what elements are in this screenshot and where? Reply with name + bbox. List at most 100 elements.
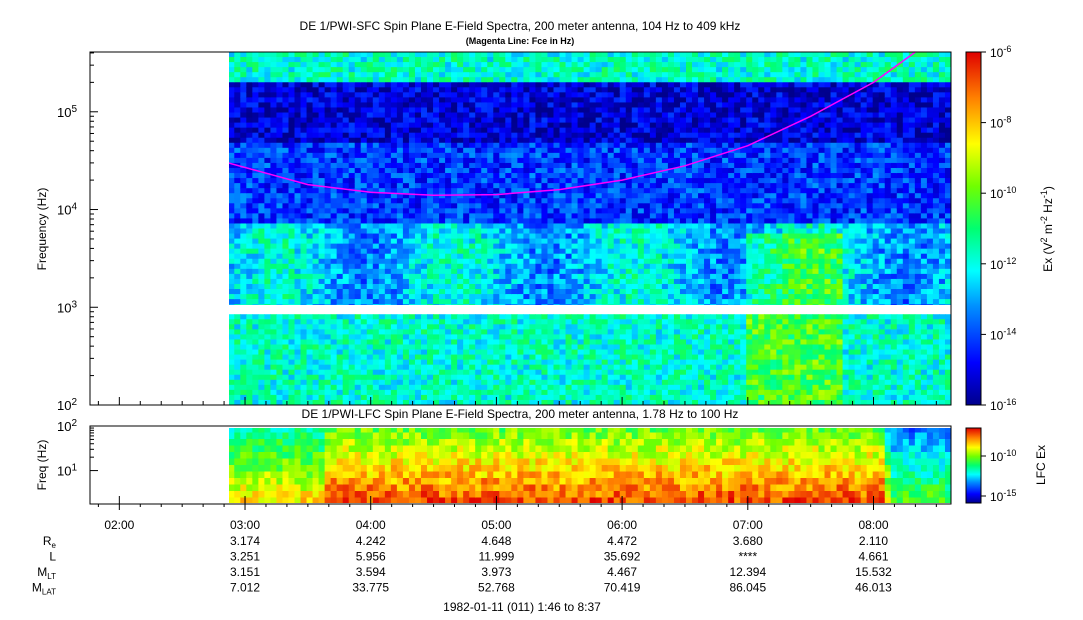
sfc-cell: [300, 193, 308, 199]
sfc-cell: [655, 152, 663, 159]
sfc-cell: [589, 97, 597, 104]
sfc-cell: [390, 278, 398, 285]
sfc-cell: [300, 253, 308, 260]
sfc-cell: [547, 72, 555, 78]
sfc-cell: [258, 127, 265, 134]
sfc-cell: [270, 193, 278, 199]
sfc-cell: [384, 344, 392, 351]
sfc-cell: [336, 334, 344, 341]
sfc-cell: [420, 299, 428, 305]
sfc-cell: [330, 389, 338, 396]
sfc-cell: [390, 152, 398, 159]
sfc-cell: [427, 369, 434, 376]
sfc-cell: [288, 72, 296, 78]
sfc-cell: [469, 173, 476, 179]
sfc-cell: [601, 92, 609, 98]
sfc-cell: [330, 62, 338, 68]
sfc-cell: [625, 233, 633, 240]
sfc-cell: [246, 384, 253, 391]
sfc-cell: [390, 364, 398, 371]
sfc-cell: [493, 183, 500, 189]
sfc-cell: [336, 92, 344, 98]
sfc-cell: [420, 289, 428, 295]
sfc-cell: [300, 268, 308, 275]
sfc-cell: [619, 92, 627, 98]
sfc-cell: [529, 117, 537, 124]
sfc-cell: [414, 268, 422, 275]
sfc-cell: [493, 52, 500, 58]
sfc-cell: [505, 208, 512, 214]
sfc-cell: [625, 253, 633, 260]
sfc-cell: [619, 173, 627, 179]
sfc-cell: [481, 137, 488, 144]
sfc-cell: [529, 399, 537, 405]
sfc-cell: [451, 162, 458, 169]
sfc-cell: [601, 77, 609, 83]
sfc-cell: [475, 283, 482, 290]
sfc-cell: [541, 213, 549, 220]
sfc-cell: [445, 344, 452, 351]
sfc-cell: [625, 374, 633, 381]
sfc-cell: [342, 268, 350, 275]
sfc-cell: [336, 329, 344, 335]
sfc-cell: [607, 122, 615, 129]
sfc-cell: [336, 137, 344, 144]
sfc-cell: [649, 208, 657, 214]
sfc-cell: [481, 157, 488, 164]
sfc-cell: [499, 107, 506, 114]
sfc-cell: [523, 127, 530, 134]
sfc-cell: [324, 107, 332, 114]
sfc-cell: [481, 112, 488, 119]
sfc-cell: [360, 233, 368, 240]
sfc-cell: [420, 344, 428, 351]
sfc-cell: [637, 122, 645, 129]
sfc-cell: [535, 223, 543, 230]
sfc-cell: [451, 52, 458, 58]
sfc-cell: [324, 379, 332, 386]
sfc-cell: [511, 324, 518, 330]
sfc-cell: [288, 294, 296, 300]
sfc-cell: [390, 369, 398, 376]
sfc-cell: [414, 193, 422, 199]
sfc-cell: [625, 162, 633, 169]
sfc-cell: [282, 344, 290, 351]
sfc-cell: [240, 147, 247, 154]
sfc-cell: [354, 319, 362, 325]
sfc-cell: [433, 157, 440, 164]
sfc-cell: [487, 162, 494, 169]
sfc-cell: [330, 117, 338, 124]
sfc-cell: [240, 379, 247, 386]
sfc-cell: [252, 228, 259, 235]
sfc-cell: [264, 379, 272, 386]
sfc-cell: [354, 394, 362, 401]
sfc-cell: [258, 203, 265, 209]
sfc-cell: [547, 339, 555, 346]
sfc-cell: [619, 223, 627, 230]
sfc-cell: [229, 132, 235, 139]
sfc-cell: [481, 399, 488, 405]
sfc-cell: [643, 107, 651, 114]
sfc-cell: [282, 334, 290, 341]
sfc-cell: [661, 157, 669, 164]
sfc-cell: [571, 102, 579, 109]
sfc-cell: [583, 152, 591, 159]
sfc-cell: [276, 294, 284, 300]
sfc-cell: [475, 198, 482, 204]
sfc-cell: [571, 117, 579, 124]
sfc-cell: [342, 314, 350, 320]
sfc-cell: [655, 394, 663, 401]
sfc-cell: [348, 193, 356, 199]
sfc-cell: [336, 147, 344, 154]
sfc-cell: [451, 188, 458, 194]
sfc-cell: [366, 72, 374, 78]
sfc-cell: [282, 162, 290, 169]
sfc-cell: [511, 334, 518, 341]
sfc-cell: [559, 389, 567, 396]
sfc-cell: [433, 198, 440, 204]
sfc-cell: [252, 344, 259, 351]
sfc-cell: [420, 384, 428, 391]
sfc-cell: [270, 389, 278, 396]
sfc-cell: [547, 132, 555, 139]
sfc-cell: [571, 294, 579, 300]
sfc-cell: [661, 173, 669, 179]
